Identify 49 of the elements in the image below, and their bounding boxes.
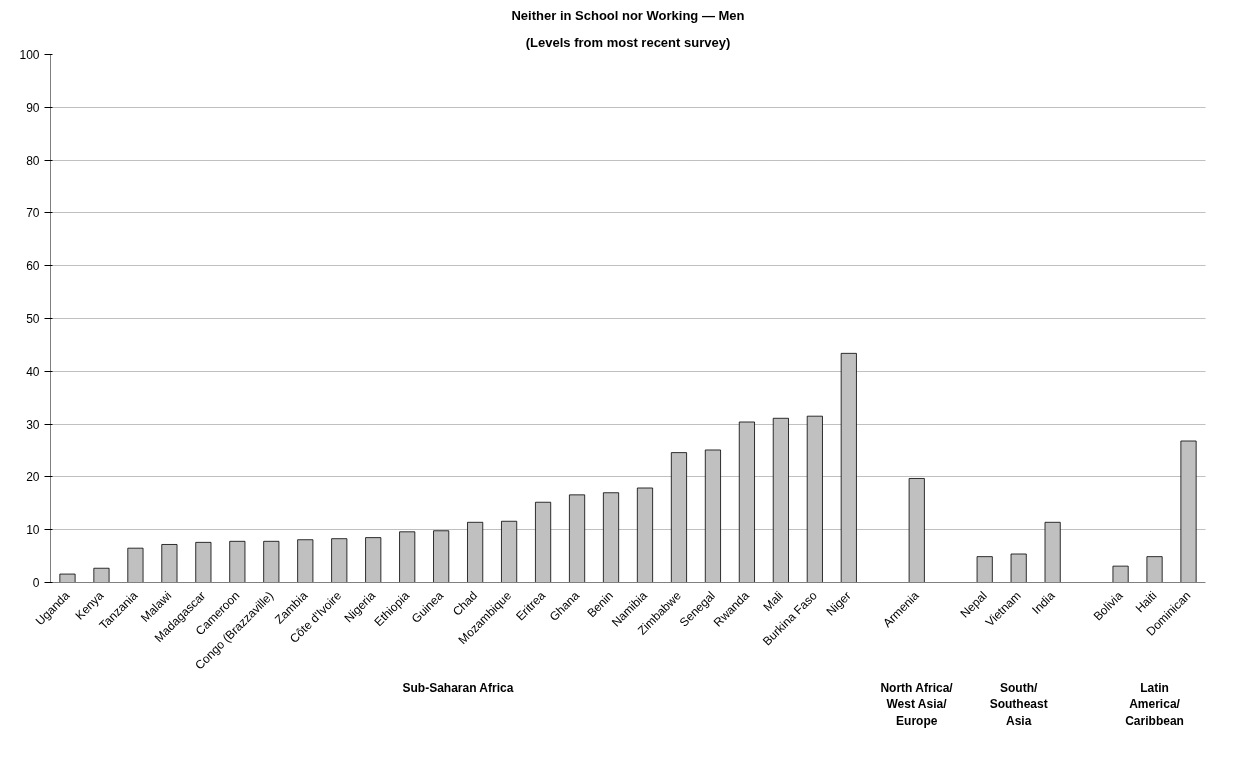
bar [908,478,925,583]
text: South/ Southeast Asia [989,680,1048,729]
bar [127,547,144,583]
bar [297,539,314,583]
bar [976,556,993,583]
bar [399,531,416,583]
bar [263,540,280,583]
y-tick-label: 0 [32,576,40,590]
y-tick-label: 80 [26,153,40,168]
y-tick-label: 30 [26,417,40,432]
bar [535,501,552,583]
bar [467,521,484,583]
y-tick-label: 50 [26,312,40,326]
chart-title: Neither in School nor Working — Men [511,7,745,23]
bar [501,520,518,583]
bar [229,540,246,583]
bar [704,449,721,583]
y-tick-label: 100 [19,48,40,62]
bar [806,415,823,583]
bar [1146,556,1163,583]
y-tick-label: 40 [26,364,40,379]
bar [93,567,110,583]
bar [195,541,212,583]
y-tick-label: 90 [26,100,40,115]
text: Sub-Saharan Africa [402,680,514,695]
text: North Africa/ West Asia/ Europe [880,680,954,729]
bar [772,417,789,583]
bar [1044,521,1061,583]
bar [433,530,450,583]
bar [1180,440,1197,583]
bar [365,537,382,583]
x-tick-label: Mali [760,588,786,615]
bar [738,421,755,583]
bar [1010,553,1027,583]
bar [840,352,857,583]
bar [59,573,76,583]
y-tick-label: 20 [26,470,40,485]
bar [1112,565,1129,583]
y-tick-label: 10 [26,523,40,538]
bar [636,487,654,583]
bar [569,494,586,583]
bar [602,492,620,583]
text: Latin America/ Caribbean [1125,680,1184,729]
bar [331,538,348,583]
bar [161,544,178,583]
bar [670,452,687,583]
y-tick-label: 70 [26,206,40,221]
chart-subtitle: (Levels from most recent survey) [525,34,731,50]
y-tick-label: 60 [26,259,40,274]
